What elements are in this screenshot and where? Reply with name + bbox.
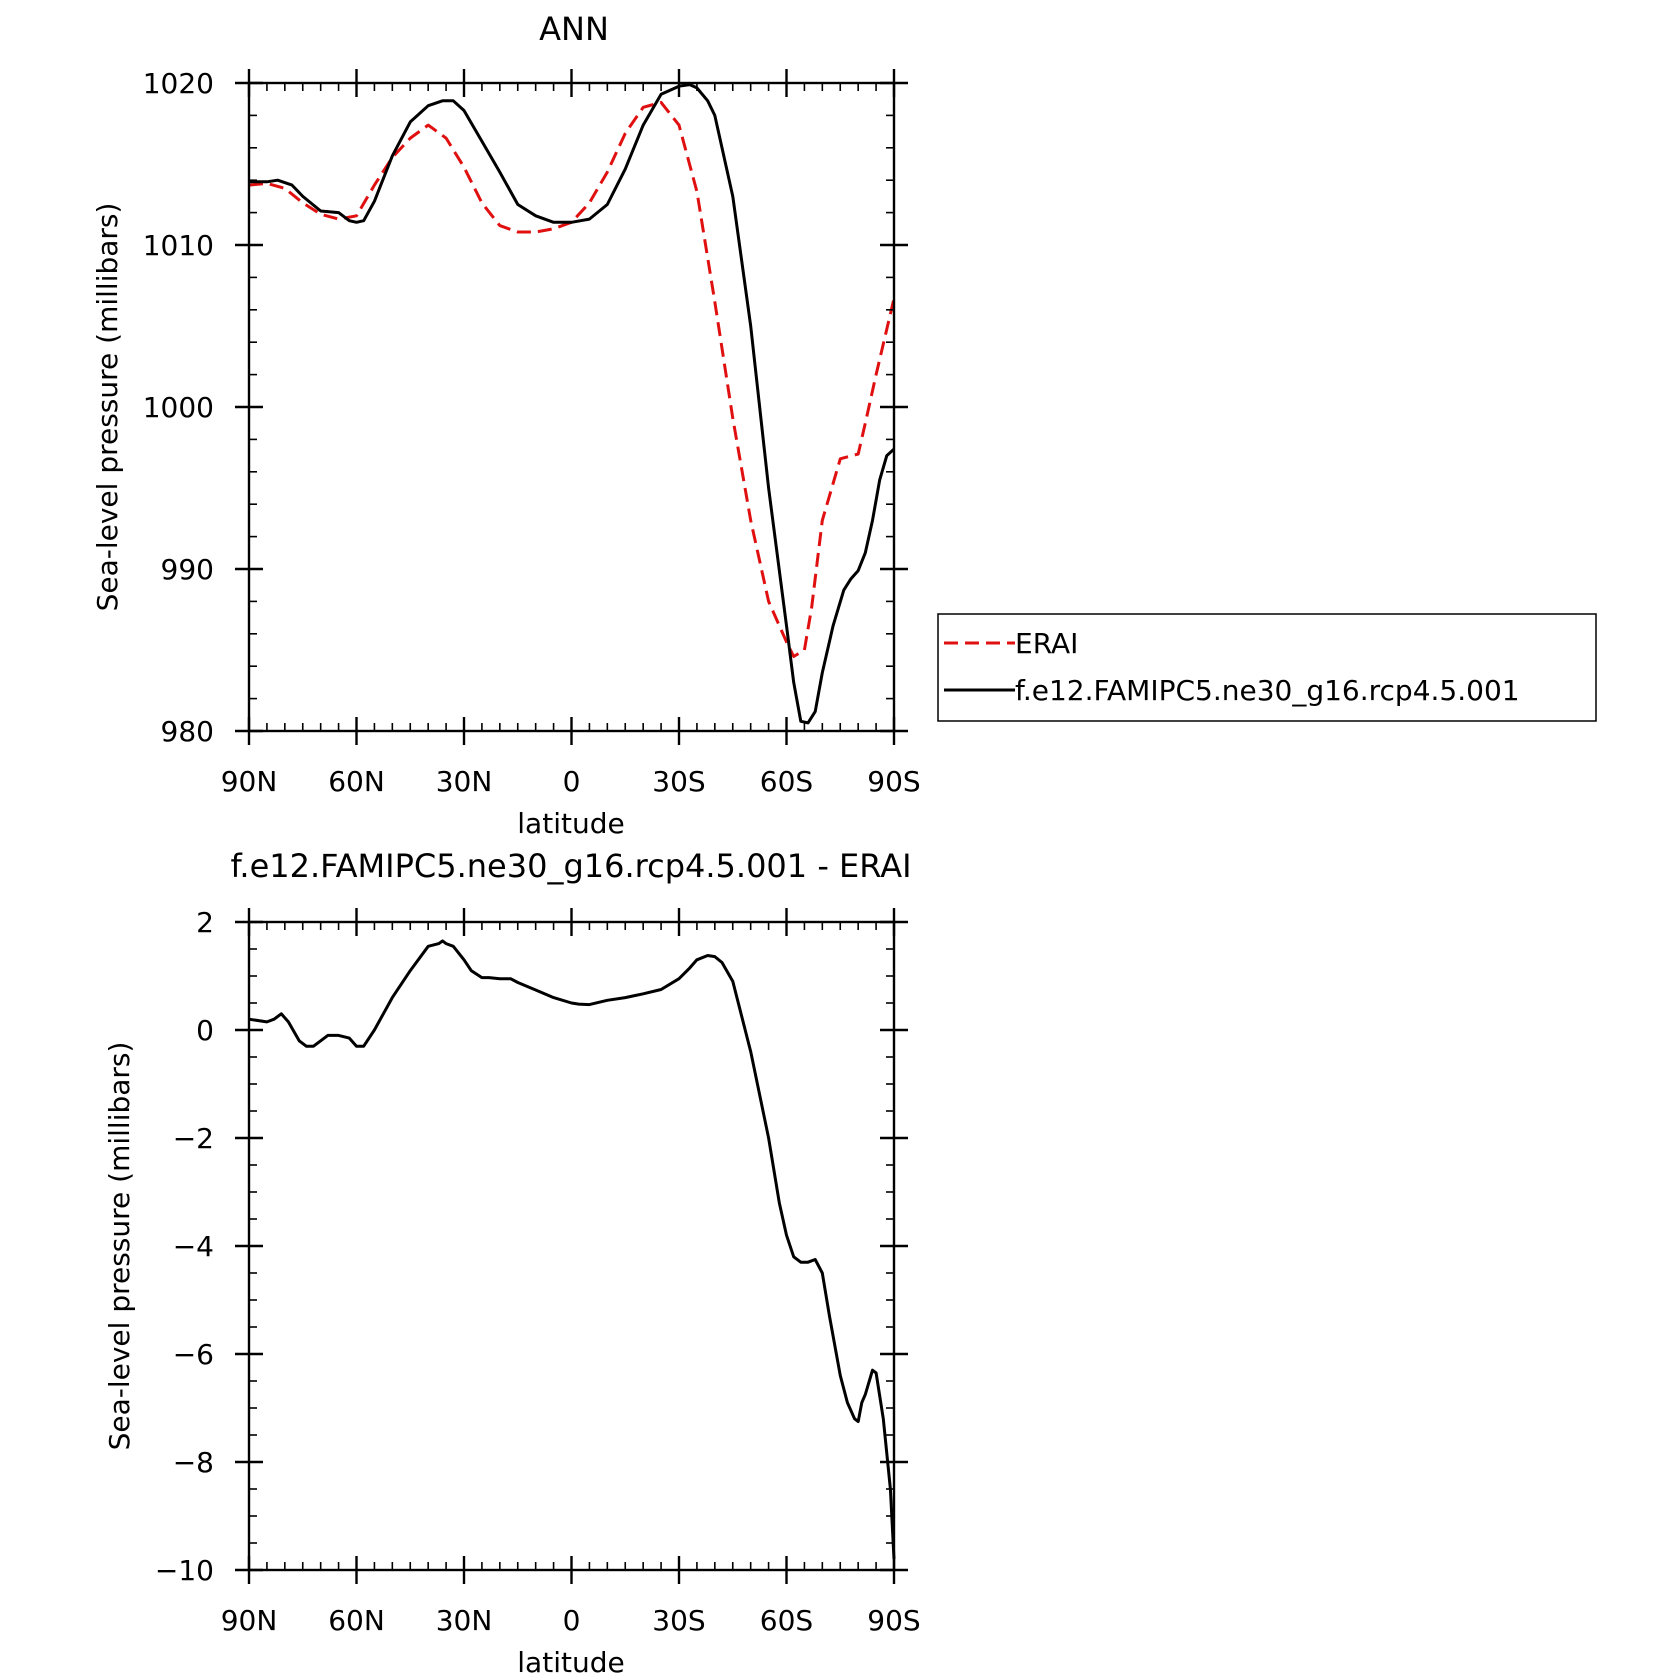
bottom-ytick-label-minus2: −2 <box>173 1122 214 1155</box>
bottom-xtick-label-60s: 60S <box>760 1604 813 1637</box>
legend-label-model: f.e12.FAMIPC5.ne30_g16.rcp4.5.001 <box>1015 674 1520 707</box>
top-ytick-label-1000: 1000 <box>143 391 214 424</box>
bottom-chart-title: f.e12.FAMIPC5.ne30_g16.rcp4.5.001 - ERAI <box>230 847 911 885</box>
legend-frame <box>937 613 1597 722</box>
top-xtick-label-60n: 60N <box>328 765 385 798</box>
top-series-line-model <box>249 83 896 725</box>
top-plot-lines <box>248 83 896 725</box>
bottom-ytick-label-minus10: −10 <box>155 1554 214 1587</box>
bottom-xtick-label-30n: 30N <box>436 1604 493 1637</box>
bottom-major-ticks <box>235 908 908 1584</box>
top-major-ticks <box>235 69 908 745</box>
top-ytick-label-990: 990 <box>161 553 214 586</box>
bottom-series-line-difference <box>248 939 896 1560</box>
top-chart-title: ANN <box>539 10 609 48</box>
bottom-plot-frame <box>247 920 896 1572</box>
bottom-ytick-label-0: 0 <box>196 1014 214 1047</box>
bottom-xtick-label-90n: 90N <box>221 1604 278 1637</box>
bottom-ytick-label-minus6: −6 <box>173 1338 214 1371</box>
top-xtick-label-90s: 90S <box>867 765 920 798</box>
top-xtick-label-90n: 90N <box>221 765 278 798</box>
bottom-xtick-label-90s: 90S <box>867 1604 920 1637</box>
bottom-xtick-label-60n: 60N <box>328 1604 385 1637</box>
panel-bottom: f.e12.FAMIPC5.ne30_g16.rcp4.5.001 - ERAI… <box>103 847 921 1679</box>
top-xtick-label-30n: 30N <box>436 765 493 798</box>
top-y-axis-label: Sea-level pressure (millibars) <box>91 203 124 612</box>
bottom-ytick-label-2: 2 <box>196 906 214 939</box>
top-series-line-erai <box>248 100 896 658</box>
bottom-xtick-label-30s: 30S <box>652 1604 705 1637</box>
legend-label-erai: ERAI <box>1015 627 1078 660</box>
top-xtick-label-0: 0 <box>563 765 581 798</box>
top-x-axis-label: latitude <box>517 807 624 840</box>
bottom-ytick-label-minus8: −8 <box>173 1446 214 1479</box>
legend: ERAI f.e12.FAMIPC5.ne30_g16.rcp4.5.001 <box>937 613 1597 722</box>
top-xtick-label-60s: 60S <box>760 765 813 798</box>
top-minor-ticks <box>249 83 894 731</box>
top-ytick-label-980: 980 <box>161 715 214 748</box>
bottom-y-axis-label: Sea-level pressure (millibars) <box>103 1042 136 1451</box>
bottom-plot-lines <box>248 939 896 1560</box>
bottom-ytick-label-minus4: −4 <box>173 1230 214 1263</box>
top-ytick-label-1010: 1010 <box>143 229 214 262</box>
panel-top: ANN 980 990 1000 1010 1020 90N 60N 30N 0… <box>91 10 921 840</box>
bottom-minor-ticks <box>249 922 894 1570</box>
top-plot-frame <box>247 81 896 733</box>
top-ytick-label-1020: 1020 <box>143 67 214 100</box>
top-xtick-label-30s: 30S <box>652 765 705 798</box>
bottom-xtick-label-0: 0 <box>563 1604 581 1637</box>
bottom-x-axis-label: latitude <box>517 1646 624 1679</box>
